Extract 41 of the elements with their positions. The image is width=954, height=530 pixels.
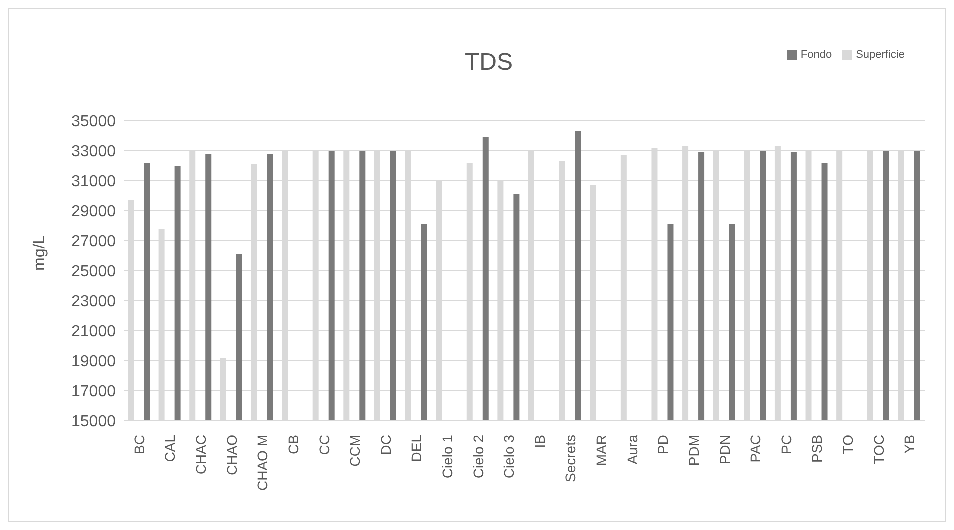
y-tick-label: 25000 [72,264,116,281]
legend-label: Superficie [856,49,905,61]
y-tick-label: 15000 [72,414,116,431]
x-tick-label: PDM [686,435,702,466]
x-tick-label: CC [316,435,332,456]
x-tick-label: PAC [748,435,764,463]
y-tick-label: 19000 [72,354,116,371]
x-tick-label: Cielo 3 [501,434,518,479]
x-tick-label: CB [285,435,302,454]
x-tick-label: DEL [408,434,425,462]
x-tick-label: TOC [870,435,887,464]
x-tick-label: YB [902,435,918,454]
x-tick-label: CHAO M [254,435,271,491]
x-tick-label: Cielo 2 [470,434,486,479]
chart-title: TDS [464,49,514,77]
y-axis-title: mg/L [32,235,49,271]
x-tick-label: CHAC [193,435,210,475]
x-tick-label: PSB [809,435,826,464]
x-tick-label: DC [378,435,394,456]
y-tick-label: 21000 [72,324,116,341]
x-tick-label: PC [778,435,794,454]
y-tick-label: 33000 [72,144,116,161]
x-tick-label: Aura [624,434,640,465]
y-tick-label: 31000 [72,174,116,191]
x-tick-label: CAL [162,434,178,462]
x-tick-label: Secrets [562,435,579,482]
y-tick-label: 29000 [72,204,116,221]
x-tick-label: CHAO [224,434,240,476]
x-tick-label: BC [131,435,148,454]
x-tick-label: Cielo 1 [439,434,456,479]
x-tick-label: IB [532,435,548,448]
y-tick-label: 27000 [72,234,116,251]
y-tick-label: 35000 [72,114,116,131]
x-tick-label: PDN [716,435,733,465]
x-tick-label: CCM [347,435,364,467]
y-tick-label: 23000 [72,294,116,311]
x-tick-label: MAR [594,435,610,466]
x-tick-label: PD [655,435,672,454]
x-tick-label: TO [840,434,856,454]
legend-label: Fondo [800,49,832,61]
y-tick-label: 17000 [72,384,116,401]
